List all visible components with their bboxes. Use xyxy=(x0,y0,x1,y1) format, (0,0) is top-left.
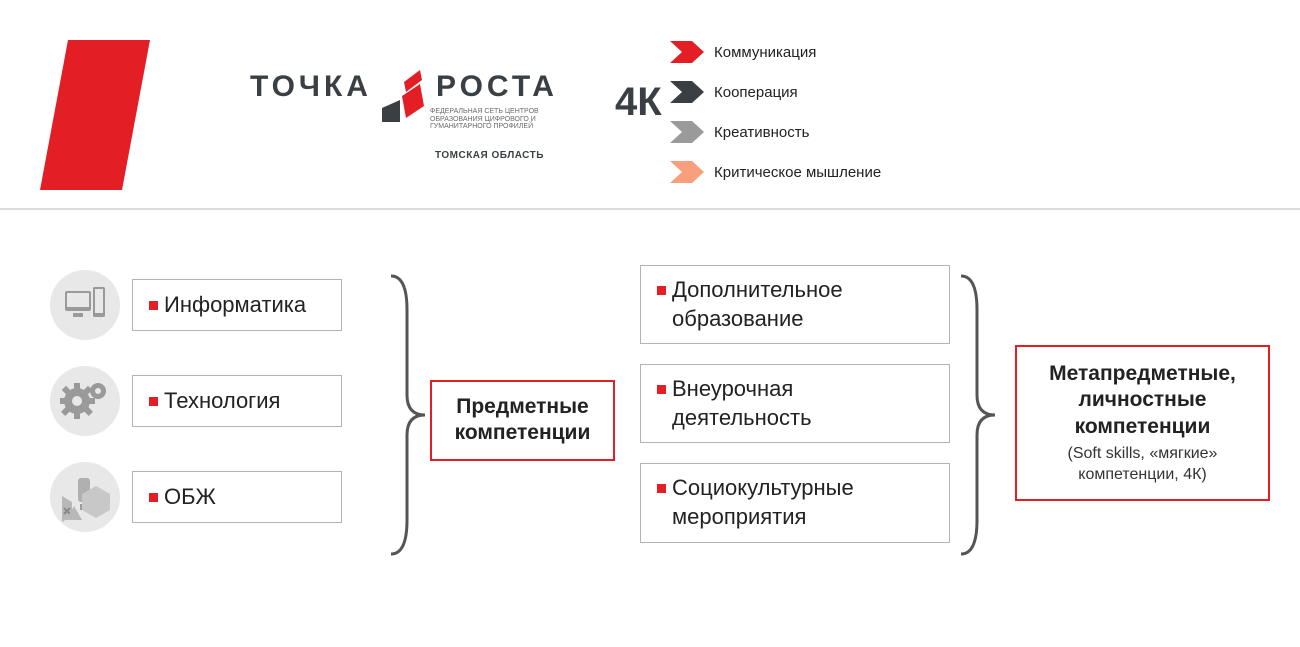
center-line1: Предметные xyxy=(448,394,597,420)
subject-row: ОБЖ xyxy=(50,462,380,532)
chevron-icon xyxy=(670,121,704,143)
k-item-label: Кооперация xyxy=(714,84,798,101)
logo-word-1: ТОЧКА xyxy=(250,70,372,104)
bullet-icon xyxy=(657,484,666,493)
gear-icon xyxy=(50,366,120,436)
four-k-list: Коммуникация Кооперация Креативность Кри… xyxy=(670,32,881,192)
center-line2: компетенции xyxy=(448,420,597,446)
subject-row: Информатика xyxy=(50,270,380,340)
subject-label: Технология xyxy=(164,388,280,414)
header: ТОЧКА РОСТА ФЕДЕРАЛЬНАЯ СЕТЬ ЦЕНТРОВ ОБР… xyxy=(0,0,1300,210)
k-item-label: Критическое мышление xyxy=(714,164,881,181)
subject-box: Информатика xyxy=(132,279,342,331)
decorative-parallelogram-icon xyxy=(40,40,150,190)
k-item: Креативность xyxy=(670,112,881,152)
safety-icon xyxy=(50,462,120,532)
activities-column: Дополнительноеобразование Внеурочнаядеят… xyxy=(640,265,950,563)
computer-icon xyxy=(50,270,120,340)
bullet-icon xyxy=(149,397,158,406)
activity-label: Дополнительноеобразование xyxy=(672,276,843,333)
chevron-icon xyxy=(670,81,704,103)
chevron-icon xyxy=(670,41,704,63)
bullet-icon xyxy=(657,286,666,295)
curly-brace-icon xyxy=(385,270,430,560)
meta-line2: личностные xyxy=(1027,387,1258,413)
activity-box: Социокультурныемероприятия xyxy=(640,463,950,542)
curly-brace-icon xyxy=(955,270,1000,560)
subject-row: Технология xyxy=(50,366,380,436)
activity-box: Внеурочнаядеятельность xyxy=(640,364,950,443)
k-item: Коммуникация xyxy=(670,32,881,72)
activity-label: Внеурочнаядеятельность xyxy=(672,375,812,432)
meta-line3: компетенции xyxy=(1027,414,1258,440)
bullet-icon xyxy=(149,493,158,502)
k-item: Критическое мышление xyxy=(670,152,881,192)
k-item-label: Коммуникация xyxy=(714,44,816,61)
chevron-icon xyxy=(670,161,704,183)
subjects-column: Информатика xyxy=(50,270,380,558)
meta-competencies-box: Метапредметные, личностные компетенции (… xyxy=(1015,345,1270,501)
four-k-label: 4К xyxy=(615,80,662,125)
activity-label: Социокультурныемероприятия xyxy=(672,474,854,531)
logo-region: ТОМСКАЯ ОБЛАСТЬ xyxy=(435,150,544,161)
activity-box: Дополнительноеобразование xyxy=(640,265,950,344)
k-item: Кооперация xyxy=(670,72,881,112)
meta-line1: Метапредметные, xyxy=(1027,361,1258,387)
logo-subtitle: ФЕДЕРАЛЬНАЯ СЕТЬ ЦЕНТРОВ ОБРАЗОВАНИЯ ЦИФ… xyxy=(430,108,575,131)
k-item-label: Креативность xyxy=(714,124,809,141)
bullet-icon xyxy=(657,385,666,394)
bullet-icon xyxy=(149,301,158,310)
subject-box: Технология xyxy=(132,375,342,427)
subject-competencies-box: Предметные компетенции xyxy=(430,380,615,461)
subject-label: ОБЖ xyxy=(164,484,216,510)
meta-sub: (Soft skills, «мягкие» компетенции, 4К) xyxy=(1027,444,1258,486)
subject-label: Информатика xyxy=(164,292,306,318)
growth-mark-icon xyxy=(380,70,428,122)
logo-word-2: РОСТА xyxy=(436,70,558,104)
competency-diagram: Информатика xyxy=(0,270,1300,640)
subject-box: ОБЖ xyxy=(132,471,342,523)
